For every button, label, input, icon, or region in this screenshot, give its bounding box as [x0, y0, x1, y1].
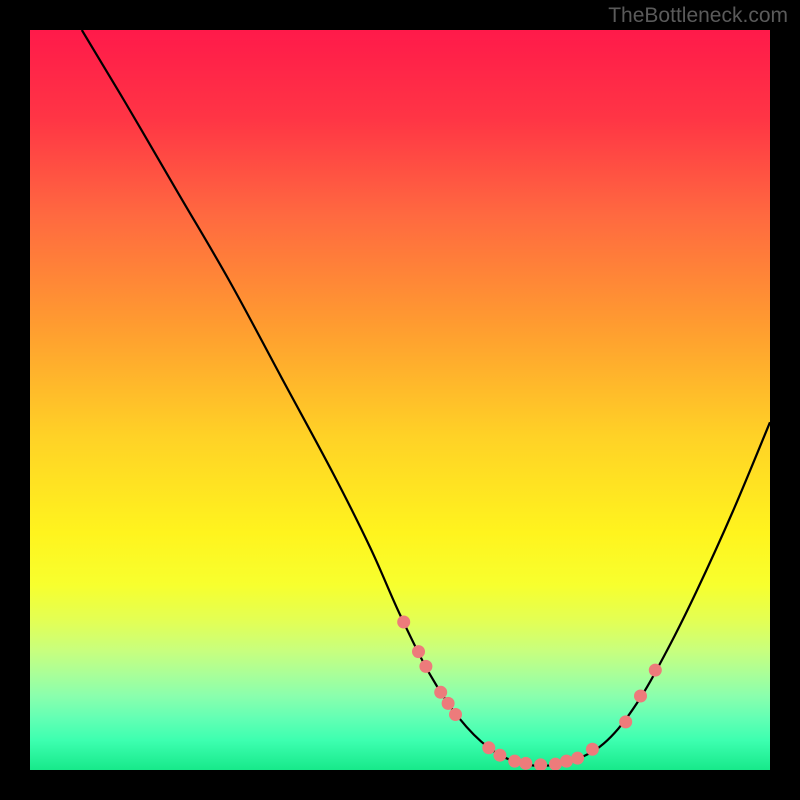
data-marker [493, 749, 506, 762]
data-marker [397, 616, 410, 629]
watermark-text: TheBottleneck.com [608, 4, 788, 28]
data-marker [571, 752, 584, 765]
data-marker [634, 690, 647, 703]
data-marker [449, 708, 462, 721]
data-marker [560, 755, 573, 768]
data-marker [619, 715, 632, 728]
data-marker [586, 743, 599, 756]
data-marker [434, 686, 447, 699]
data-marker [549, 758, 562, 770]
data-marker [419, 660, 432, 673]
data-marker [508, 755, 521, 768]
data-marker [412, 645, 425, 658]
data-marker [519, 757, 532, 770]
markers-group [397, 616, 662, 771]
bottleneck-curve [82, 30, 770, 766]
data-marker [442, 697, 455, 710]
chart-svg [30, 30, 770, 770]
data-marker [649, 664, 662, 677]
data-marker [534, 758, 547, 770]
plot-area [30, 30, 770, 770]
data-marker [482, 741, 495, 754]
